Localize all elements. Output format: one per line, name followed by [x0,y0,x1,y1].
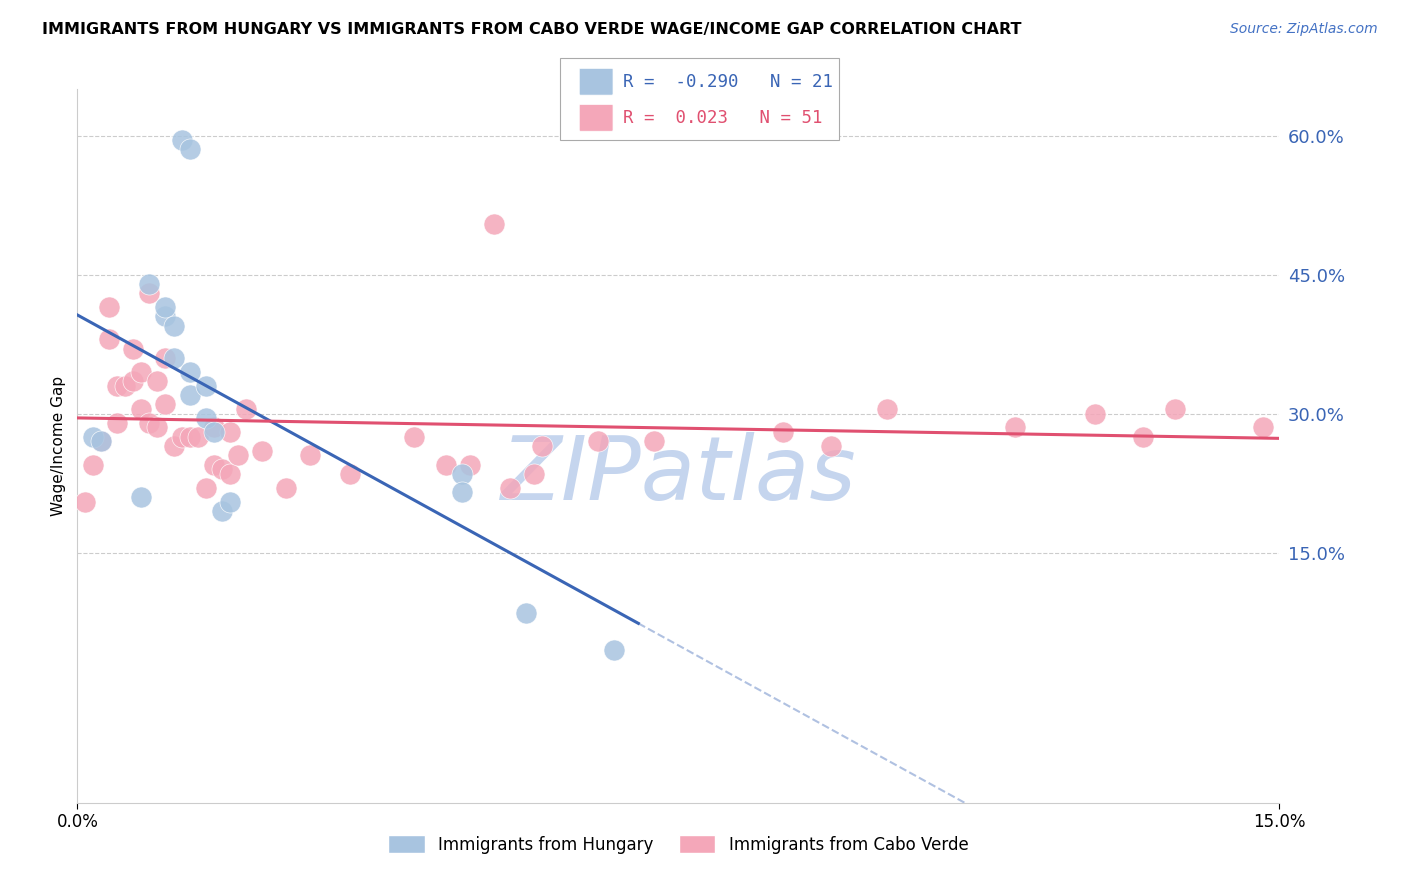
Point [523,467,546,481]
Point [179,430,201,444]
Point [146,374,169,388]
Point [131,365,153,379]
Point [122,342,145,356]
Point [876,401,898,416]
Point [250,443,273,458]
Point [194,411,217,425]
Point [179,365,201,379]
Point [131,490,153,504]
Point [202,420,225,434]
Point [211,504,233,518]
Point [235,401,257,416]
Point [274,481,297,495]
Point [1164,401,1187,416]
Text: R =  -0.290   N = 21: R = -0.290 N = 21 [623,73,832,91]
Point [155,300,177,314]
Point [1004,420,1026,434]
Point [155,397,177,411]
Point [194,378,217,392]
Point [155,351,177,365]
Point [122,374,145,388]
Point [155,310,177,324]
Point [202,425,225,439]
Point [218,494,240,508]
Point [162,318,184,333]
Text: Source: ZipAtlas.com: Source: ZipAtlas.com [1230,22,1378,37]
Point [482,217,505,231]
Point [162,439,184,453]
Point [170,430,193,444]
Point [603,643,626,657]
Point [170,133,193,147]
Point [226,448,249,462]
Point [179,388,201,402]
Point [218,467,240,481]
Point [402,430,425,444]
Point [90,434,112,449]
Point [1084,407,1107,421]
Point [588,434,610,449]
Point [434,458,457,472]
Point [162,351,184,365]
Point [90,434,112,449]
Point [451,485,474,500]
Point [820,439,842,453]
Point [114,378,136,392]
Point [146,420,169,434]
Point [298,448,321,462]
Legend: Immigrants from Hungary, Immigrants from Cabo Verde: Immigrants from Hungary, Immigrants from… [380,827,977,863]
Point [186,430,209,444]
Point [218,425,240,439]
Point [499,481,522,495]
Point [1132,430,1154,444]
Text: R =  0.023   N = 51: R = 0.023 N = 51 [623,109,823,127]
Point [211,462,233,476]
Y-axis label: Wage/Income Gap: Wage/Income Gap [51,376,66,516]
Point [202,458,225,472]
Point [458,458,481,472]
Point [75,494,97,508]
Point [531,439,554,453]
Point [138,286,160,301]
Point [82,430,104,444]
Point [98,333,121,347]
Text: ZIPatlas: ZIPatlas [501,432,856,517]
Point [131,401,153,416]
Point [194,481,217,495]
Point [339,467,361,481]
Point [82,458,104,472]
Point [107,416,129,430]
Point [138,277,160,291]
Point [98,300,121,314]
Point [772,425,794,439]
Point [643,434,665,449]
Text: IMMIGRANTS FROM HUNGARY VS IMMIGRANTS FROM CABO VERDE WAGE/INCOME GAP CORRELATIO: IMMIGRANTS FROM HUNGARY VS IMMIGRANTS FR… [42,22,1022,37]
Point [179,143,201,157]
Point [515,606,537,620]
Point [1253,420,1275,434]
Point [451,467,474,481]
Point [107,378,129,392]
Point [138,416,160,430]
